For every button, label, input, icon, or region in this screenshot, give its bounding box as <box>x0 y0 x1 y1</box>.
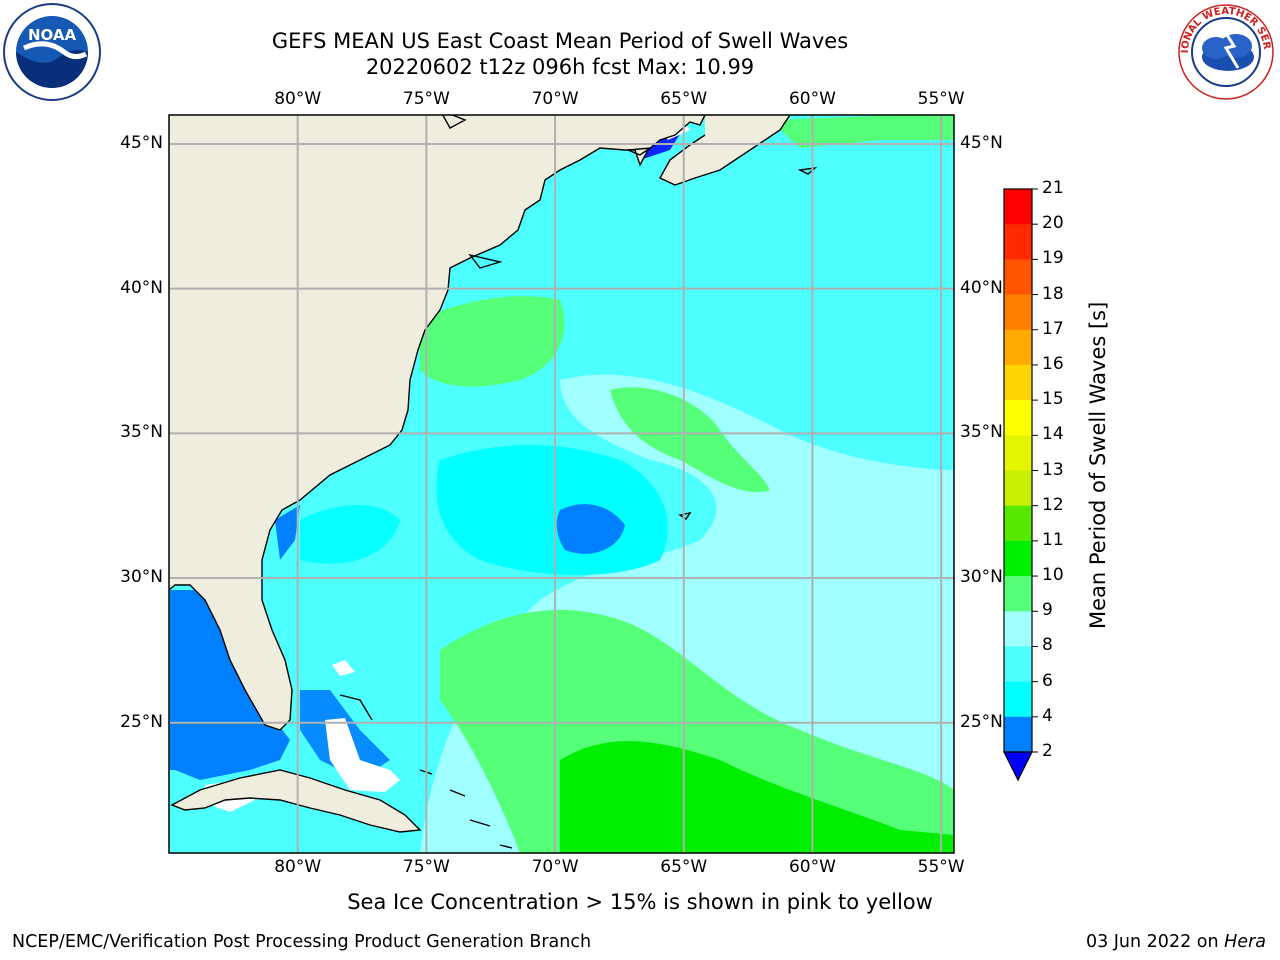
islands <box>441 115 818 520</box>
lon-tick-label: 80°W <box>274 89 322 109</box>
colorbar-tick-label: 9 <box>1042 600 1053 621</box>
colorbar-band <box>1004 505 1032 542</box>
colorbar-band <box>1004 224 1032 260</box>
lat-tick-label: 35°N <box>120 422 163 443</box>
lat-tick-label: 40°N <box>960 277 1003 298</box>
swell-patch-central <box>610 387 770 493</box>
land-nova-scotia <box>660 115 790 185</box>
lat-tick-label: 30°N <box>960 567 1003 588</box>
noaa-logo-text: NOAA <box>28 26 77 44</box>
coastline-cuba <box>170 769 422 833</box>
lat-tick-label: 45°N <box>120 132 163 153</box>
colorbar-tick-label: 14 <box>1042 424 1064 445</box>
colorbar-tick-label: 15 <box>1042 389 1064 410</box>
colorbar-tick-label: 13 <box>1042 459 1064 480</box>
lat-tick-label: 25°N <box>120 711 163 732</box>
colorbar-label: Mean Period of Swell Waves [s] <box>1086 301 1110 629</box>
swell-patch-north <box>770 115 954 148</box>
colorbar-band <box>1004 646 1032 683</box>
lon-tick-label: 60°W <box>788 857 836 877</box>
colorbar-band <box>1004 329 1032 366</box>
lon-tick-label: 60°W <box>788 89 836 109</box>
footer-date: 03 Jun 2022 on Hera <box>1086 932 1266 952</box>
colorbar-tick-label: 12 <box>1042 494 1064 515</box>
nws-logo-icon: NATIONAL WEATHER SERVICE <box>1176 2 1274 100</box>
colorbar <box>1003 188 1038 782</box>
no-data-bahamas <box>325 718 400 792</box>
colorbar-band <box>1004 681 1032 718</box>
colorbar-band <box>1004 189 1032 225</box>
gulf-pocket-2-4s <box>170 590 290 780</box>
lon-tick-label: 70°W <box>531 89 579 109</box>
graticule <box>169 115 954 853</box>
lat-tick-label: 35°N <box>960 422 1003 443</box>
colorbar-tick-label: 2 <box>1042 741 1053 761</box>
footer-credit: NCEP/EMC/Verification Post Processing Pr… <box>12 932 592 952</box>
colorbar-tick-label: 21 <box>1042 178 1064 198</box>
colorbar-band <box>1004 540 1032 577</box>
lon-tick-label: 70°W <box>531 857 579 877</box>
colorbar-band <box>1004 611 1032 647</box>
colorbar-band <box>1004 294 1032 331</box>
colorbar-tick-label: 19 <box>1042 248 1064 269</box>
lon-tick-label: 75°W <box>402 857 450 877</box>
lon-tick-label: 55°W <box>917 89 965 109</box>
colorbar-band <box>1004 470 1032 507</box>
swell-band-10-11s <box>560 741 954 853</box>
lat-tick-label: 40°N <box>120 277 163 298</box>
colorbar-band <box>1004 400 1032 436</box>
footer-host: Hera <box>1224 932 1266 952</box>
colorbar-band <box>1004 716 1032 753</box>
swell-patch-mid-atlantic <box>420 296 565 387</box>
colorbar-tick-label: 18 <box>1042 283 1064 304</box>
lon-tick-label: 65°W <box>660 857 708 877</box>
colorbar-tick-label: 6 <box>1042 670 1053 691</box>
colorbar-tick-label: 17 <box>1042 318 1064 339</box>
lon-tick-label: 75°W <box>402 89 450 109</box>
footer-date-text: 03 Jun 2022 on <box>1085 932 1225 952</box>
lon-tick-label: 55°W <box>917 857 965 877</box>
lon-tick-label: 65°W <box>660 89 708 109</box>
coastline-nova-scotia <box>659 115 791 186</box>
colorbar-band <box>1004 364 1032 401</box>
colorbar-tick-label: 11 <box>1042 529 1064 550</box>
colorbar-tick-label: 10 <box>1042 565 1064 586</box>
lat-tick-label: 25°N <box>960 711 1003 732</box>
colorbar-tick-label: 16 <box>1042 353 1064 374</box>
lon-tick-label: 80°W <box>274 857 322 877</box>
colorbar-under-arrow <box>1003 751 1033 782</box>
colorbar-band <box>1004 576 1032 612</box>
colorbar-tick-label: 8 <box>1042 635 1053 656</box>
map-title: GEFS MEAN US East Coast Mean Period of S… <box>271 29 849 53</box>
colorbar-band <box>1004 259 1032 296</box>
lat-tick-label: 30°N <box>120 567 163 588</box>
lat-tick-label: 45°N <box>960 132 1003 153</box>
swell-pocket-2-4s <box>556 504 625 554</box>
land-cuba <box>172 770 420 832</box>
colorbar-band <box>1004 435 1032 471</box>
land-north-america <box>169 115 705 730</box>
sea-ice-note: Sea Ice Concentration > 15% is shown in … <box>347 890 933 914</box>
colorbar-tick-label: 20 <box>1042 213 1064 234</box>
map-subtitle: 20220602 t12z 096h fcst Max: 10.99 <box>365 55 755 79</box>
map-frame <box>168 114 955 854</box>
noaa-logo-icon: NOAA <box>3 3 101 101</box>
colorbar-tick-label: 4 <box>1042 705 1053 726</box>
